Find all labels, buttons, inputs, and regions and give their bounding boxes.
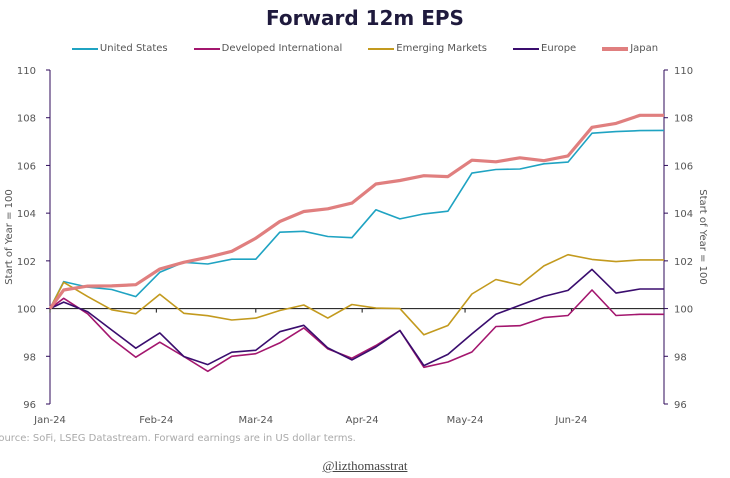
series-line-united-states xyxy=(49,129,665,309)
author-handle[interactable]: @lizthomasstrat xyxy=(322,458,408,473)
legend-label: Japan xyxy=(630,43,659,54)
legend-label: United States xyxy=(99,43,168,54)
y-tick-label-left: 106 xyxy=(17,161,36,172)
y-tick-label-left: 108 xyxy=(17,114,36,125)
legend-label: Europe xyxy=(541,43,577,54)
y-tick-label-right: 98 xyxy=(674,352,687,363)
y-tick-label-left: 110 xyxy=(17,66,36,77)
chart-title: Forward 12m EPS xyxy=(266,6,464,30)
source-note: Source: SoFi, LSEG Datastream. Forward e… xyxy=(0,433,356,444)
y-axis-title-right: Start of Year = 100 xyxy=(697,189,708,284)
legend-label: Developed International xyxy=(221,43,343,54)
x-tick-label: Apr-24 xyxy=(346,415,379,426)
y-tick-label-right: 102 xyxy=(674,257,693,268)
x-tick-label: Feb-24 xyxy=(139,415,173,426)
y-tick-label-right: 108 xyxy=(674,114,693,125)
y-tick-label-right: 96 xyxy=(674,400,687,411)
legend: United States Developed International Em… xyxy=(0,43,730,54)
y-tick-label-left: 104 xyxy=(17,209,36,220)
legend-swatch xyxy=(193,47,220,50)
legend-swatch xyxy=(368,47,395,50)
legend-swatch xyxy=(602,46,629,51)
y-tick-label-right: 100 xyxy=(674,305,693,316)
legend-item-united-states: United States xyxy=(71,43,168,54)
y-axis-title-left: Start of Year = 100 xyxy=(4,189,15,284)
y-tick-label-right: 106 xyxy=(674,161,693,172)
legend-item-emerging-markets: Emerging Markets xyxy=(368,43,487,54)
series-line-emerging-markets xyxy=(49,253,664,336)
legend-swatch xyxy=(71,47,98,50)
x-tick-label: May-24 xyxy=(447,415,484,426)
series-line-japan xyxy=(48,113,664,310)
series-line-europe xyxy=(49,268,664,367)
y-tick-label-left: 100 xyxy=(17,305,36,316)
series-line-developed-international xyxy=(49,289,664,373)
x-tick-label: Mar-24 xyxy=(239,415,274,426)
legend-item-developed-international: Developed International xyxy=(193,43,343,54)
legend-item-europe: Europe xyxy=(513,43,576,54)
y-tick-label-right: 110 xyxy=(674,66,693,77)
y-tick-label-left: 98 xyxy=(23,352,36,363)
x-tick-label: Jun-24 xyxy=(554,415,587,426)
y-tick-label-left: 96 xyxy=(23,400,36,411)
legend-item-japan: Japan xyxy=(602,43,658,54)
y-tick-label-right: 104 xyxy=(674,209,693,220)
legend-label: Emerging Markets xyxy=(396,43,488,54)
legend-swatch xyxy=(513,47,540,50)
y-tick-label-left: 102 xyxy=(17,257,36,268)
x-tick-label: Jan-24 xyxy=(33,415,66,426)
